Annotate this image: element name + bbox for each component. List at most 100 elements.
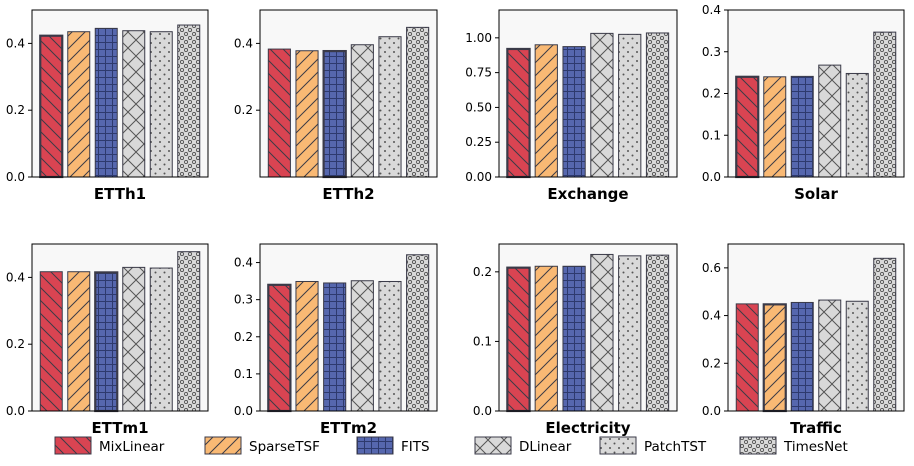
bar-dlinear [350,280,374,412]
legend-item-dlinear: DLinear [474,436,572,455]
legend-swatch-hatch [475,437,511,454]
bar-patchtst [845,300,869,412]
legend-label: MixLinear [99,439,165,455]
bar-dlinear [122,30,146,178]
y-tick-label: 0.2 [473,265,492,279]
panel-exchange: 0.00 0.25 0.50 0.75 1.00 Exchange [465,9,678,203]
bar-fits [323,282,347,412]
bar-hatch [791,302,814,411]
bar-patchtst [149,31,173,178]
bar-hatch [378,36,402,177]
bar-hatch [295,50,319,177]
bar-hatch [351,44,374,178]
bar-mixlinear [267,283,292,413]
bar-dlinear [818,64,842,178]
legend-item-fits: FITS [356,436,430,455]
axes-frame [31,243,209,412]
bar-timesnet [177,251,201,412]
y-tick-label: 0.4 [234,256,253,270]
bar-hatch [351,280,374,411]
legend-item-timesnet: TimesNet [739,436,848,455]
bar-sparsetsf [762,303,787,413]
legend-swatch-outline [356,436,394,455]
bar-sparsetsf [295,280,319,412]
bar-hatch [406,27,429,178]
bar-hatch [562,266,586,411]
legend-label: SparseTSF [249,439,320,455]
bar-hatch [323,282,346,411]
panel-etth2: 0.2 0.4 ETTh2 [234,9,438,203]
y-tick-label: 0.1 [473,334,492,348]
bar-hatch [323,51,346,177]
legend-label: PatchTST [644,439,707,455]
y-tick-label: 0.2 [702,87,721,101]
panel-ettm2: 0.0 0.1 0.2 0.3 0.4 ETTm2 [234,243,438,437]
bar-sparsetsf [534,265,558,412]
bar-hatch [763,304,786,411]
bar-hatch [535,44,558,177]
legend-swatch-hatch [205,437,241,454]
bar-hatch [40,271,63,411]
bar-fits [94,27,118,178]
y-tick-label: 0.0 [702,404,721,418]
bar-hatch [150,268,173,411]
bar-hatch [67,271,90,411]
panel-title: ETTm2 [320,419,377,437]
y-tick-label: 0.2 [234,103,253,117]
bar-mixlinear [506,266,531,413]
bar-hatch [378,281,402,411]
bar-hatch [736,76,759,177]
y-tick-label: 0.25 [465,135,492,149]
bar-hatch [791,76,814,177]
bar-hatch [535,266,558,411]
y-tick-label: 0.4 [702,309,721,323]
bar-hatch [122,267,145,411]
bar-hatch [507,267,530,411]
bar-hatch [736,303,759,411]
y-tick-label: 0.2 [234,330,253,344]
y-tick-label: 0.00 [465,170,492,184]
bar-hatch [590,254,614,411]
bar-timesnet [406,254,430,412]
axes-frame [259,9,438,178]
bar-sparsetsf [763,76,787,178]
bar-timesnet [406,26,430,178]
bar-mixlinear [39,271,63,412]
bar-fits [790,301,814,412]
y-tick-label: 0.4 [234,36,253,50]
panel-title: Exchange [547,185,628,203]
y-tick-label: 0.0 [473,404,492,418]
bar-dlinear [350,44,374,178]
bar-hatch [618,255,641,411]
bar-patchtst [378,280,402,412]
bar-hatch [40,35,63,177]
legend-swatch-hatch [55,437,91,454]
bar-mixlinear [267,48,291,178]
panel-title: ETTh1 [94,185,146,203]
bar-patchtst [149,267,173,412]
bar-timesnet [645,32,670,178]
legend-swatch-outline [474,436,512,455]
panel-title: ETTh2 [322,185,374,203]
bar-hatch [406,254,429,411]
panel-traffic: 0.0 0.2 0.4 0.6 Traffic [702,243,905,437]
bar-hatch [818,300,841,411]
bar-dlinear [122,266,146,412]
bar-hatch [177,25,200,178]
bar-timesnet [645,254,670,412]
panel-etth1: 0.0 0.2 0.4 ETTh1 [6,9,209,203]
y-tick-label: 0.0 [6,404,25,418]
bar-hatch [763,76,786,177]
legend-item-patchtst: PatchTST [599,436,707,455]
legend-item-sparsetsf: SparseTSF [204,436,320,455]
legend-swatch-hatch [740,437,776,454]
bar-sparsetsf [67,271,91,412]
legend-label: DLinear [519,439,572,455]
bar-mixlinear [39,34,64,179]
bar-hatch [646,255,669,411]
bar-hatch [818,65,841,177]
axes-frame [727,243,905,412]
y-tick-label: 0.0 [6,170,25,184]
legend-swatch-outline [739,436,777,455]
